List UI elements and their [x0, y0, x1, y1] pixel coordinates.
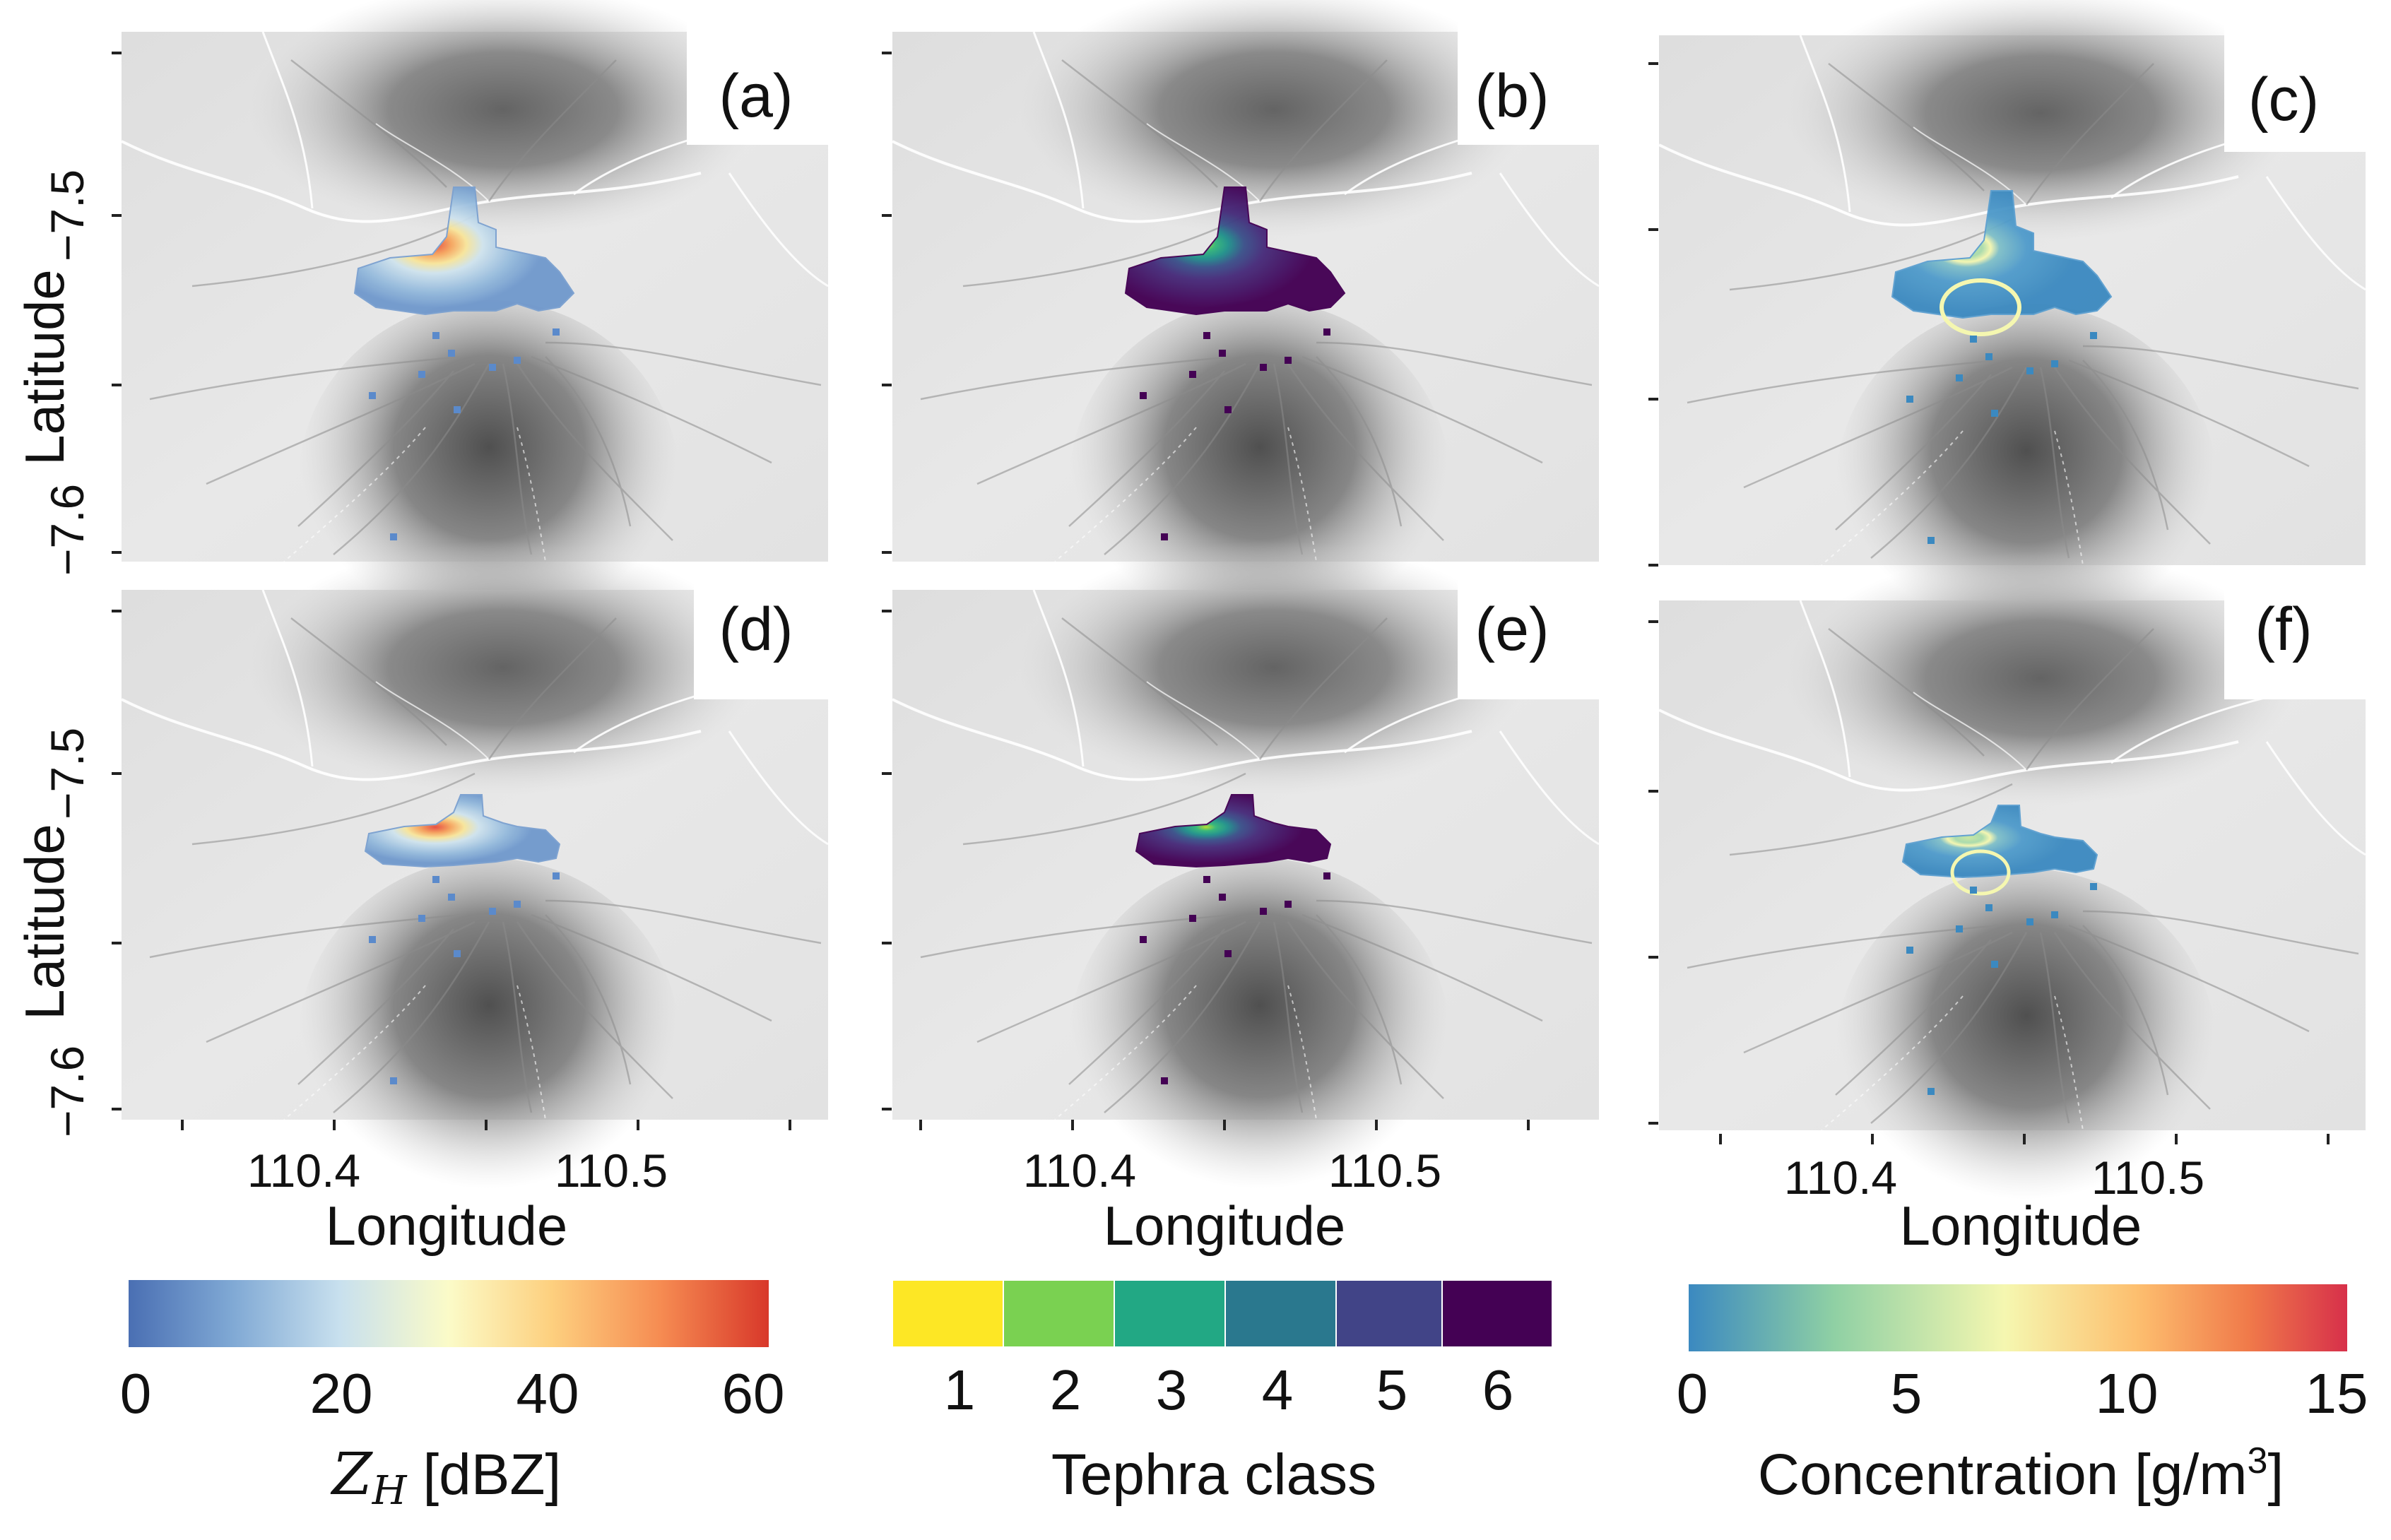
- xtick-a-2: 110.5: [555, 1144, 668, 1197]
- ytick-top-2: −7.6: [41, 484, 93, 576]
- x-axis-label-middle: Longitude: [1104, 1195, 1346, 1257]
- tephra-class-6: [1441, 1279, 1553, 1348]
- cb-t-label: Tephra class: [1051, 1443, 1376, 1507]
- colorbar-tephra: 1 2 3 4 5 6 Tephra class: [892, 1279, 1553, 1507]
- tephra-class-4: [1224, 1279, 1337, 1348]
- colorbar-reflectivity: 0 20 40 60 ZH [dBZ]: [120, 1280, 785, 1514]
- colorbar-reflectivity-bar: [129, 1280, 769, 1347]
- cb-z-tick-20: 20: [310, 1362, 373, 1425]
- label-boxes: [687, 21, 2366, 699]
- tephra-class-2: [1003, 1279, 1115, 1348]
- cb-z-label-units: [dBZ]: [423, 1443, 561, 1507]
- cb-z-tick-0: 0: [120, 1362, 152, 1425]
- xtick-b-2: 110.5: [1328, 1144, 1441, 1197]
- colorbar-concentration: 0 5 10 15 Concentration [g/m3]: [1677, 1284, 2368, 1507]
- cb-c-label-main: Concentration [g/m: [1758, 1443, 2248, 1507]
- cb-c-label-end: ]: [2267, 1443, 2284, 1507]
- tephra-class-3: [1114, 1279, 1226, 1348]
- panel-label-d: (d): [719, 596, 793, 663]
- cb-c-tick-0: 0: [1677, 1362, 1708, 1425]
- y-axis-label-top: Latitude: [13, 269, 76, 466]
- tephra-class-5: [1335, 1279, 1443, 1348]
- panel-label-c: (c): [2248, 66, 2319, 134]
- ytick-bottom-2: −7.6: [41, 1046, 93, 1137]
- panel-label-e: (e): [1475, 596, 1549, 663]
- plume-f: [1902, 805, 2098, 1095]
- plume-c: [1891, 190, 2112, 544]
- xtick-c-2: 110.5: [2091, 1151, 2204, 1204]
- ytick-bottom-1: −7.5: [41, 728, 93, 819]
- cb-c-label-sup: 3: [2248, 1440, 2268, 1481]
- axis-spines: [112, 52, 2330, 1144]
- cb-z-label: ZH [dBZ]: [330, 1441, 562, 1514]
- x-axis-label-right: Longitude: [1900, 1195, 2142, 1257]
- panel-f: [1658, 550, 2367, 1238]
- cb-z-label-subscript: H: [372, 1468, 408, 1514]
- xtick-b-1: 110.4: [1023, 1144, 1136, 1197]
- panel-label-f: (f): [2255, 596, 2312, 663]
- cb-c-label: Concentration [g/m3]: [1758, 1440, 2284, 1507]
- cb-c-tick-10: 10: [2096, 1362, 2159, 1425]
- cb-z-tick-60: 60: [722, 1362, 785, 1425]
- cb-t-tick-6: 6: [1482, 1358, 1514, 1421]
- xtick-c-1: 110.4: [1784, 1151, 1897, 1204]
- cb-t-tick-1: 1: [944, 1358, 976, 1421]
- cb-t-tick-3: 3: [1156, 1358, 1188, 1421]
- panel-c: [1658, 0, 2367, 673]
- x-axis-label-left: Longitude: [326, 1195, 568, 1257]
- cb-t-tick-4: 4: [1262, 1358, 1294, 1421]
- tephra-class-1: [892, 1279, 1004, 1348]
- cb-t-tick-5: 5: [1376, 1358, 1408, 1421]
- xtick-a-1: 110.4: [247, 1144, 360, 1197]
- cb-c-tick-5: 5: [1891, 1362, 1923, 1425]
- panel-label-b: (b): [1475, 62, 1549, 130]
- cb-t-tick-2: 2: [1050, 1358, 1082, 1421]
- cb-z-label-symbol: Z: [330, 1441, 374, 1508]
- ytick-top-1: −7.5: [41, 170, 93, 261]
- cb-z-tick-40: 40: [516, 1362, 579, 1425]
- y-axis-label-bottom: Latitude: [13, 824, 76, 1020]
- cb-c-tick-15: 15: [2306, 1362, 2368, 1425]
- panel-label-a: (a): [719, 62, 793, 130]
- colorbar-concentration-bar: [1689, 1284, 2347, 1351]
